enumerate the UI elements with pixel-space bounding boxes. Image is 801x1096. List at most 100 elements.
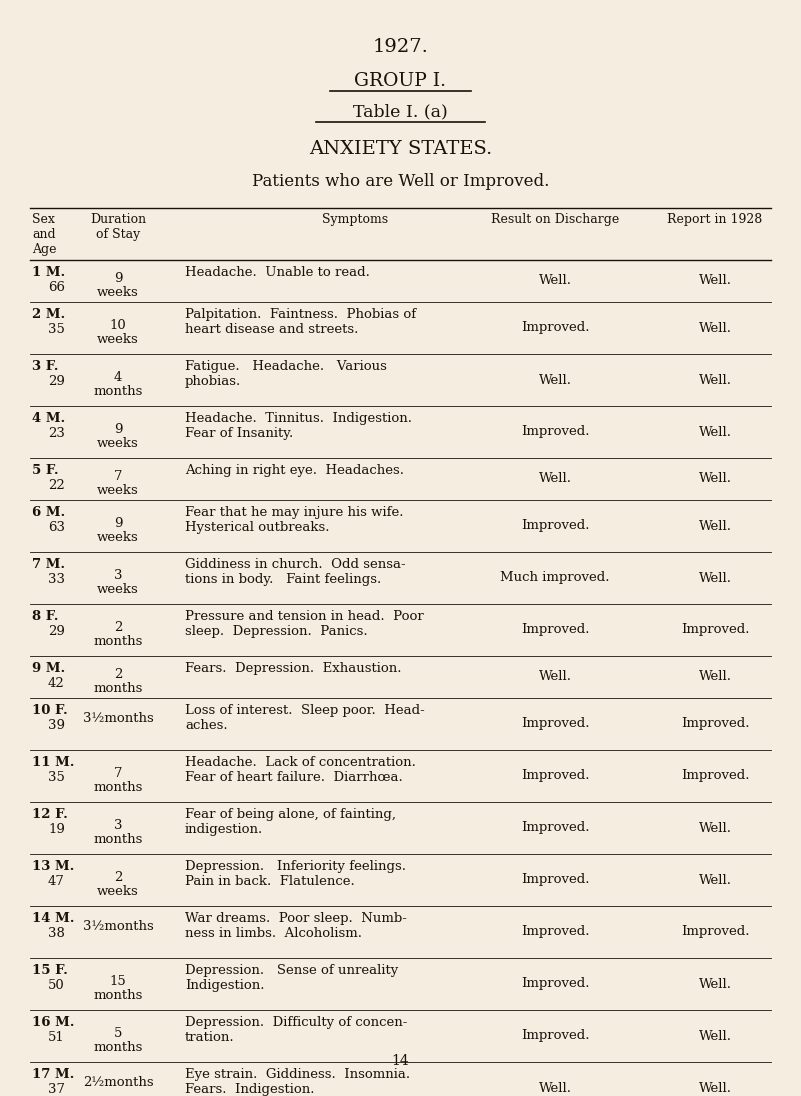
Text: 10: 10 (110, 319, 127, 332)
Text: 7: 7 (114, 767, 123, 780)
Text: 50: 50 (48, 979, 65, 992)
Text: Improved.: Improved. (521, 925, 590, 938)
Text: Well.: Well. (698, 822, 731, 834)
Text: Well.: Well. (698, 1082, 731, 1095)
Text: Improved.: Improved. (681, 718, 749, 731)
Text: Improved.: Improved. (521, 1029, 590, 1042)
Text: 1 M.: 1 M. (32, 266, 65, 279)
Text: 51: 51 (48, 1031, 65, 1044)
Text: Fatigue.   Headache.   Various: Fatigue. Headache. Various (185, 359, 387, 373)
Text: Pain in back.  Flatulence.: Pain in back. Flatulence. (185, 875, 355, 888)
Text: 39: 39 (48, 719, 65, 732)
Text: 14 M.: 14 M. (32, 912, 74, 925)
Text: 9: 9 (114, 517, 123, 530)
Text: 22: 22 (48, 479, 65, 492)
Text: 23: 23 (48, 427, 65, 439)
Text: Headache.  Unable to read.: Headache. Unable to read. (185, 266, 370, 279)
Text: Eye strain.  Giddiness.  Insomnia.: Eye strain. Giddiness. Insomnia. (185, 1068, 410, 1081)
Text: Well.: Well. (538, 1082, 571, 1095)
Text: Improved.: Improved. (521, 624, 590, 637)
Text: months: months (93, 1041, 143, 1054)
Text: weeks: weeks (97, 884, 139, 898)
Text: 63: 63 (48, 521, 65, 534)
Text: 3½months: 3½months (83, 711, 153, 724)
Text: months: months (93, 385, 143, 398)
Text: Improved.: Improved. (681, 769, 749, 783)
Text: 12 F.: 12 F. (32, 808, 68, 821)
Text: 10 F.: 10 F. (32, 704, 68, 717)
Text: ANXIETY STATES.: ANXIETY STATES. (309, 140, 492, 158)
Text: 35: 35 (48, 770, 65, 784)
Text: Well.: Well. (698, 321, 731, 334)
Text: 29: 29 (48, 375, 65, 388)
Text: Improved.: Improved. (521, 520, 590, 533)
Text: Patients who are Well or Improved.: Patients who are Well or Improved. (252, 173, 549, 190)
Text: Improved.: Improved. (521, 978, 590, 991)
Text: Improved.: Improved. (681, 925, 749, 938)
Text: 38: 38 (48, 927, 65, 940)
Text: Pressure and tension in head.  Poor: Pressure and tension in head. Poor (185, 610, 424, 623)
Text: 37: 37 (48, 1083, 65, 1096)
Text: Improved.: Improved. (681, 624, 749, 637)
Text: 29: 29 (48, 625, 65, 638)
Text: aches.: aches. (185, 719, 227, 732)
Text: Well.: Well. (698, 1029, 731, 1042)
Text: 15: 15 (110, 975, 127, 987)
Text: 66: 66 (48, 281, 65, 294)
Text: Giddiness in church.  Odd sensa-: Giddiness in church. Odd sensa- (185, 558, 405, 571)
Text: months: months (93, 781, 143, 794)
Text: Well.: Well. (698, 571, 731, 584)
Text: Fears.  Depression.  Exhaustion.: Fears. Depression. Exhaustion. (185, 662, 401, 675)
Text: 14: 14 (392, 1054, 409, 1068)
Text: Improved.: Improved. (521, 822, 590, 834)
Text: Improved.: Improved. (521, 718, 590, 731)
Text: weeks: weeks (97, 583, 139, 596)
Text: 6 M.: 6 M. (32, 506, 65, 520)
Text: tions in body.   Faint feelings.: tions in body. Faint feelings. (185, 573, 381, 586)
Text: Hysterical outbreaks.: Hysterical outbreaks. (185, 521, 329, 534)
Text: Fear that he may injure his wife.: Fear that he may injure his wife. (185, 506, 404, 520)
Text: weeks: weeks (97, 437, 139, 450)
Text: Well.: Well. (698, 520, 731, 533)
Text: 4 M.: 4 M. (32, 412, 65, 425)
Text: Fear of Insanity.: Fear of Insanity. (185, 427, 293, 439)
Text: Well.: Well. (698, 874, 731, 887)
Text: Well.: Well. (538, 472, 571, 486)
Text: Much improved.: Much improved. (501, 571, 610, 584)
Text: 2 M.: 2 M. (32, 308, 65, 321)
Text: Well.: Well. (698, 472, 731, 486)
Text: months: months (93, 989, 143, 1002)
Text: 47: 47 (48, 875, 65, 888)
Text: months: months (93, 635, 143, 648)
Text: indigestion.: indigestion. (185, 823, 264, 836)
Text: 33: 33 (48, 573, 65, 586)
Text: Fear of heart failure.  Diarrhœa.: Fear of heart failure. Diarrhœa. (185, 770, 403, 784)
Text: Depression.   Sense of unreality: Depression. Sense of unreality (185, 964, 398, 977)
Text: Headache.  Lack of concentration.: Headache. Lack of concentration. (185, 756, 416, 769)
Text: months: months (93, 833, 143, 846)
Text: weeks: weeks (97, 530, 139, 544)
Text: Fears.  Indigestion.: Fears. Indigestion. (185, 1083, 315, 1096)
Text: 42: 42 (48, 677, 65, 690)
Text: 4: 4 (114, 372, 123, 384)
Text: Well.: Well. (698, 978, 731, 991)
Text: 3 F.: 3 F. (32, 359, 58, 373)
Text: 19: 19 (48, 823, 65, 836)
Text: Fear of being alone, of fainting,: Fear of being alone, of fainting, (185, 808, 396, 821)
Text: Headache.  Tinnitus.  Indigestion.: Headache. Tinnitus. Indigestion. (185, 412, 412, 425)
Text: Depression.  Difficulty of concen-: Depression. Difficulty of concen- (185, 1016, 408, 1029)
Text: 11 M.: 11 M. (32, 756, 74, 769)
Text: 9: 9 (114, 423, 123, 436)
Text: Well.: Well. (698, 425, 731, 438)
Text: 13 M.: 13 M. (32, 860, 74, 874)
Text: ness in limbs.  Alcoholism.: ness in limbs. Alcoholism. (185, 927, 362, 940)
Text: Improved.: Improved. (521, 321, 590, 334)
Text: 16 M.: 16 M. (32, 1016, 74, 1029)
Text: Well.: Well. (698, 671, 731, 684)
Text: 35: 35 (48, 323, 65, 336)
Text: Improved.: Improved. (521, 874, 590, 887)
Text: weeks: weeks (97, 286, 139, 299)
Text: 8 F.: 8 F. (32, 610, 58, 623)
Text: 2½months: 2½months (83, 1075, 153, 1088)
Text: Well.: Well. (698, 274, 731, 287)
